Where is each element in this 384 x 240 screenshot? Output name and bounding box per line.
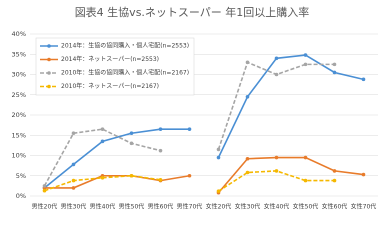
y-tick-label: 15% xyxy=(12,131,26,139)
data-point xyxy=(245,94,250,99)
data-point xyxy=(332,169,337,173)
data-point xyxy=(158,148,163,153)
x-tick-label: 男性60代 xyxy=(148,203,174,211)
chart-title: 図表4 生協vs.ネットスーパー 年1回以上購入率 xyxy=(75,5,310,19)
data-point xyxy=(332,70,337,75)
data-point xyxy=(100,139,105,144)
x-tick-label: 女性40代 xyxy=(264,203,290,211)
y-tick-label: 35% xyxy=(12,50,26,58)
data-point xyxy=(361,77,366,82)
data-point xyxy=(187,173,192,178)
data-point xyxy=(71,178,76,183)
data-point xyxy=(129,141,134,146)
data-point xyxy=(71,162,76,167)
x-tick-label: 男性40代 xyxy=(90,203,116,211)
data-point xyxy=(303,178,308,183)
x-tick-label: 男性30代 xyxy=(61,203,87,211)
y-tick-label: 25% xyxy=(12,91,26,99)
legend-label: 2010年：生協の協同購入・個人宅配(n=2167) xyxy=(61,69,189,77)
legend-marker xyxy=(47,71,51,75)
data-point xyxy=(42,184,47,188)
data-point xyxy=(245,60,250,65)
data-point xyxy=(274,72,279,77)
data-point xyxy=(274,169,279,173)
data-point xyxy=(158,127,163,131)
data-point xyxy=(303,62,308,67)
data-point xyxy=(187,127,192,131)
series-line xyxy=(44,174,190,189)
chart: 図表4 生協vs.ネットスーパー 年1回以上購入率 0% 5% 10% 15% 20% 2… xyxy=(12,5,378,211)
data-point xyxy=(274,56,279,61)
series-line xyxy=(44,174,161,192)
data-point xyxy=(303,155,308,160)
x-tick-label: 男性70代 xyxy=(177,203,203,211)
x-tick-label: 男性50代 xyxy=(119,203,145,211)
data-point xyxy=(42,188,47,193)
y-tick-label: 5% xyxy=(16,172,26,180)
series-line xyxy=(43,128,190,189)
y-tick-label: 20% xyxy=(12,111,26,119)
data-point xyxy=(129,131,134,136)
data-point xyxy=(71,131,76,136)
y-tick-label: 10% xyxy=(12,152,26,160)
data-point xyxy=(216,189,221,193)
x-tick-label: 女性50代 xyxy=(293,203,319,211)
data-point xyxy=(100,175,105,180)
data-point xyxy=(332,62,337,67)
data-point xyxy=(303,53,308,57)
series-line xyxy=(217,54,364,158)
legend-box xyxy=(35,37,195,96)
data-point xyxy=(361,172,366,177)
data-point xyxy=(158,178,163,182)
data-point xyxy=(100,127,105,131)
data-point xyxy=(129,173,134,178)
legend-label: 2010年：ネットスーパー(n=2167) xyxy=(61,82,159,90)
x-tick-label: 女性20代 xyxy=(206,203,232,211)
series-line xyxy=(217,156,364,194)
legend-label: 2014年：ネットスーパー(n=2553) xyxy=(61,55,159,63)
data-point xyxy=(71,186,76,190)
data-point xyxy=(332,178,337,183)
legend-label: 2014年：生協の協同購入・個人宅配(n=2553) xyxy=(61,42,189,50)
y-tick-label: 0% xyxy=(16,192,26,200)
y-tick-label: 40% xyxy=(12,30,26,38)
series-line xyxy=(218,170,335,192)
data-point xyxy=(245,170,250,175)
legend-marker xyxy=(47,57,51,62)
legend-marker xyxy=(47,84,51,89)
x-tick-label: 女性70代 xyxy=(351,203,377,211)
y-tick-label: 30% xyxy=(12,71,26,79)
x-tick-label: 女性60代 xyxy=(322,203,348,211)
data-point xyxy=(216,147,221,152)
data-point xyxy=(216,155,221,160)
x-tick-label: 男性20代 xyxy=(32,203,58,211)
data-point xyxy=(274,155,279,160)
legend-marker xyxy=(47,44,51,48)
data-point xyxy=(245,156,250,161)
x-tick-label: 女性30代 xyxy=(235,203,261,211)
